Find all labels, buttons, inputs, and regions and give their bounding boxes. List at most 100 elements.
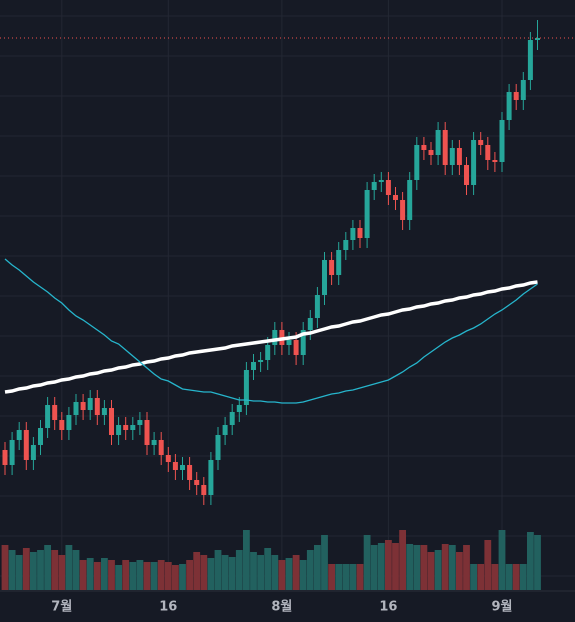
candle-body <box>506 92 512 120</box>
candle-body <box>371 182 377 190</box>
volume-bar <box>93 562 101 590</box>
candle-body <box>59 420 65 430</box>
candle-body <box>158 440 164 455</box>
x-tick-label: 16 <box>379 600 397 615</box>
candle-body <box>2 450 8 465</box>
candle-body <box>449 148 455 165</box>
candle-body <box>471 140 477 185</box>
candle-body <box>73 402 79 415</box>
candle-body <box>286 340 292 345</box>
volume-bar <box>257 555 264 590</box>
candle-body <box>229 412 235 425</box>
volume-bar <box>271 555 279 590</box>
volume-bar <box>264 548 272 590</box>
volume-bar <box>484 540 492 590</box>
candle-body <box>442 130 448 165</box>
volume-bar <box>115 565 122 590</box>
volume-bar <box>342 564 350 590</box>
candle-body <box>307 318 313 330</box>
volume-bar <box>505 564 513 590</box>
volume-bar <box>321 535 328 590</box>
candle-body <box>513 92 519 100</box>
candle-body <box>180 465 185 470</box>
volume-bar <box>285 558 293 590</box>
candle-body <box>80 402 86 410</box>
candle-body <box>16 430 22 440</box>
volume-bar <box>186 560 193 590</box>
volume-bar <box>519 564 527 590</box>
volume-bar <box>363 535 371 590</box>
candle-body <box>464 165 469 185</box>
volume-bar <box>413 545 421 590</box>
candle-body <box>378 180 384 182</box>
volume-bar <box>399 530 406 590</box>
candle-body <box>172 462 178 470</box>
candle-body <box>38 428 43 445</box>
x-tick-label: 16 <box>159 600 177 615</box>
volume-bar <box>434 550 442 590</box>
candle-body <box>499 120 505 162</box>
volume-bar <box>385 540 392 590</box>
candle-body <box>236 405 242 412</box>
candle-body <box>385 180 391 195</box>
candle-body <box>222 425 228 435</box>
candle-body <box>165 455 171 462</box>
volume-bar <box>306 550 314 590</box>
volume-bar <box>243 530 250 590</box>
volume-bar <box>214 550 222 590</box>
candle-body <box>243 370 249 405</box>
candle-body <box>187 465 193 480</box>
volume-bar <box>164 562 172 590</box>
x-tick-label: 8월 <box>271 599 292 615</box>
volume-bar <box>534 535 541 590</box>
candle-body <box>137 420 143 425</box>
volume-bar <box>335 564 343 590</box>
volume-bar <box>1 545 9 590</box>
candle-body <box>9 440 15 465</box>
volume-bar <box>58 555 66 590</box>
candle-body <box>336 250 342 275</box>
volume-bar <box>456 552 463 590</box>
volume-bar <box>179 564 186 590</box>
candle-body <box>272 330 278 345</box>
candle-body <box>400 200 406 220</box>
volume-bar <box>370 545 378 590</box>
volume-bar <box>349 564 357 590</box>
candle-body <box>194 480 200 485</box>
volume-bar <box>108 560 115 590</box>
volume-bar <box>79 560 87 590</box>
candle-body <box>144 420 150 445</box>
volume-bar <box>30 552 37 590</box>
volume-bar <box>129 562 137 590</box>
candle-body <box>94 398 100 415</box>
candle-body <box>343 240 349 250</box>
candle-body <box>45 405 51 428</box>
volume-bar <box>200 555 208 590</box>
candle-body <box>407 180 413 220</box>
candle-body <box>456 148 462 165</box>
candle-body <box>421 145 427 150</box>
candle-body <box>520 80 526 100</box>
volume-bar <box>448 545 456 590</box>
candle-body <box>109 408 114 435</box>
volume-bar <box>143 562 151 590</box>
x-tick-label: 7월 <box>51 599 72 615</box>
candle-body <box>258 360 264 362</box>
volume-bar <box>512 564 520 590</box>
volume-bar <box>498 530 506 590</box>
volume-bar <box>314 545 321 590</box>
candle-body <box>322 260 327 295</box>
volume-bar <box>406 544 414 590</box>
candle-body <box>201 485 207 495</box>
candle-body <box>23 430 29 460</box>
volume-bar <box>477 564 485 590</box>
volume-bar <box>491 564 499 590</box>
candle-body <box>101 408 107 415</box>
volume-bar <box>122 560 130 590</box>
volume-bar <box>22 548 30 590</box>
volume-bar <box>8 550 16 590</box>
volume-bar <box>51 550 59 590</box>
volume-bar <box>441 544 449 590</box>
